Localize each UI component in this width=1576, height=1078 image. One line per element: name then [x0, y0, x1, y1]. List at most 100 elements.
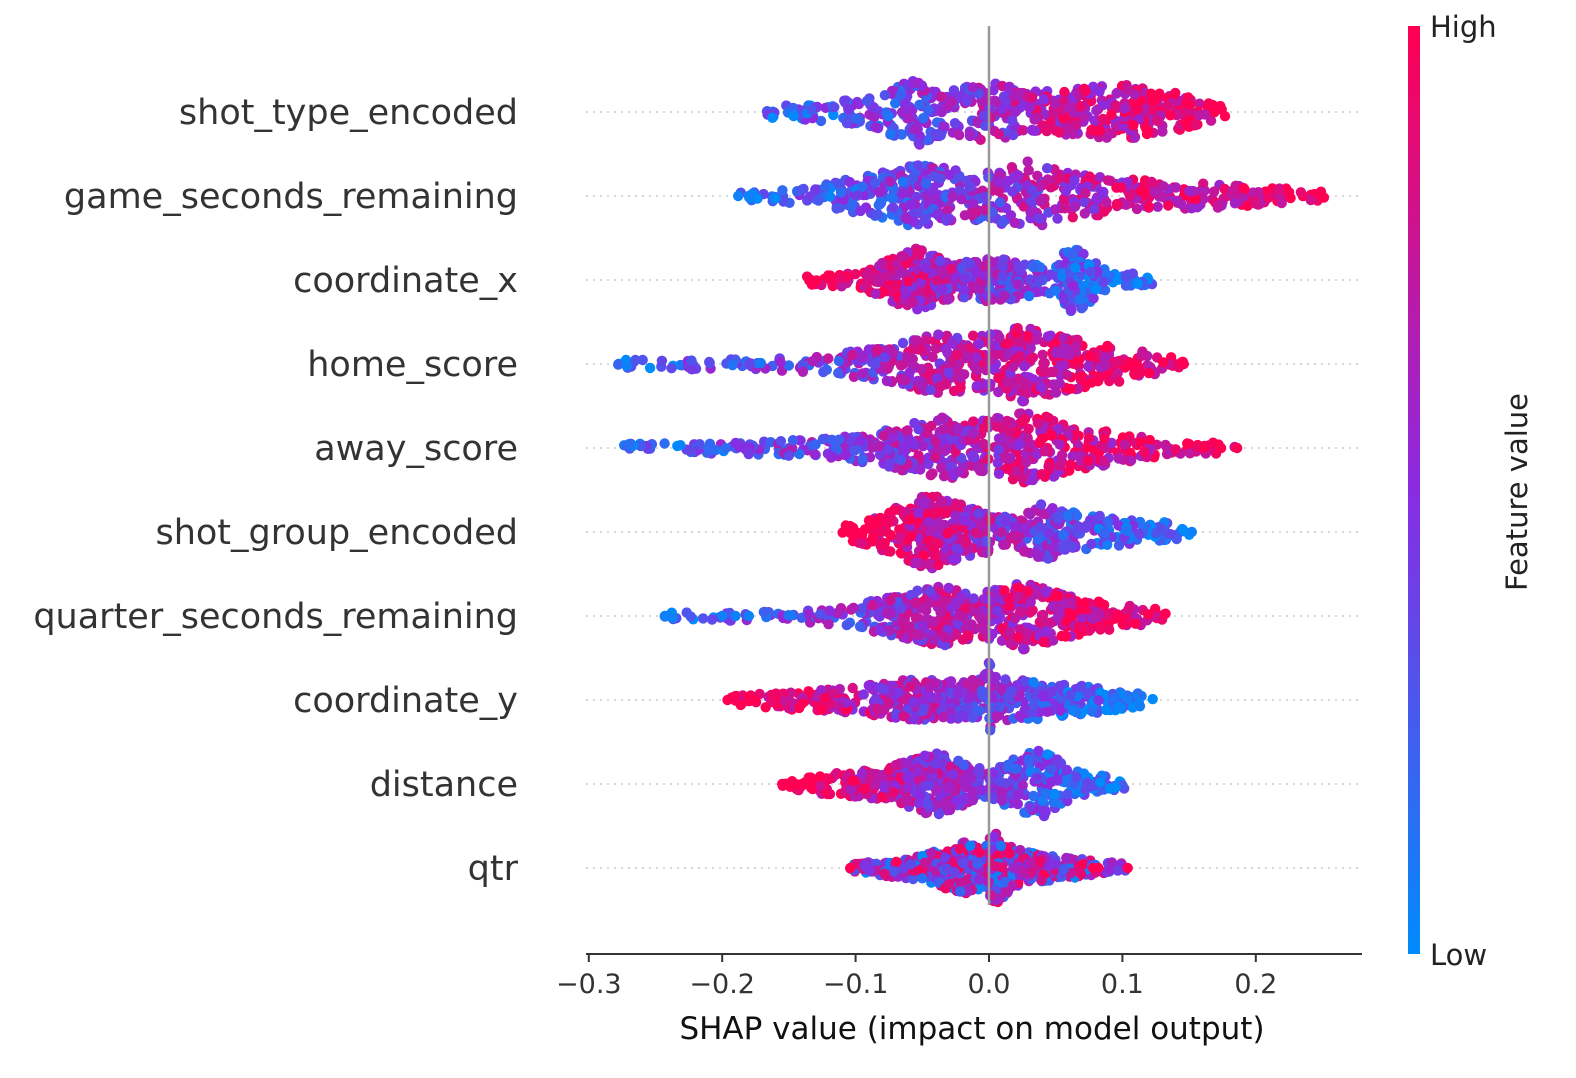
shap-point	[844, 176, 855, 188]
shap-point	[1119, 439, 1131, 450]
shap-point	[913, 557, 925, 568]
shap-point	[1208, 186, 1220, 197]
shap-point	[925, 470, 936, 481]
shap-outlier-point	[1198, 442, 1210, 454]
shap-point	[1158, 181, 1169, 192]
shap-point	[895, 454, 907, 466]
shap-point	[942, 528, 953, 539]
shap-point	[697, 613, 709, 624]
feature-row-shot_group_encoded	[837, 491, 1198, 574]
shap-point	[1007, 186, 1018, 197]
shap-point	[1023, 423, 1034, 434]
shap-point	[953, 466, 964, 477]
shap-point	[979, 110, 990, 121]
shap-outlier-point	[1231, 442, 1243, 454]
shap-point	[1219, 111, 1231, 122]
shap-point	[912, 160, 924, 171]
shap-point	[1122, 525, 1133, 536]
shap-point	[876, 539, 888, 550]
shap-point	[1038, 636, 1049, 647]
shap-point	[659, 438, 670, 449]
shap-point	[938, 121, 949, 132]
shap-point	[1134, 528, 1145, 539]
shap-point	[1066, 305, 1077, 316]
shap-point	[1075, 681, 1087, 692]
shap-point	[1110, 357, 1122, 368]
shap-point	[888, 505, 900, 516]
shap-point	[1000, 516, 1011, 527]
shap-outlier-point	[743, 610, 755, 622]
feature-row-coordinate_x	[801, 243, 1158, 317]
shap-point	[848, 602, 859, 613]
shap-point	[1010, 106, 1022, 117]
shap-point	[1242, 200, 1253, 211]
shap-point	[938, 712, 949, 723]
shap-point	[797, 366, 809, 377]
shap-point	[1074, 101, 1086, 112]
shap-point	[857, 538, 868, 549]
shap-point	[779, 695, 790, 706]
shap-point	[865, 516, 876, 528]
shap-point	[917, 498, 929, 509]
shap-point	[1067, 128, 1079, 140]
shap-point	[1060, 186, 1072, 197]
shap-point	[994, 197, 1006, 208]
shap-point	[1035, 196, 1046, 207]
shap-point	[1057, 543, 1068, 554]
shap-point	[1097, 113, 1109, 125]
shap-point	[879, 90, 891, 101]
shap-point	[1006, 162, 1018, 173]
shap-point	[1152, 201, 1163, 212]
shap-point	[1002, 692, 1013, 703]
shap-point	[1075, 370, 1086, 382]
shap-point	[977, 690, 988, 701]
shap-point	[704, 356, 715, 368]
shap-point	[1041, 163, 1053, 174]
shap-point	[846, 435, 857, 446]
shap-point	[898, 711, 909, 722]
shap-point	[950, 510, 961, 522]
shap-point	[1036, 610, 1048, 621]
shap-point	[1078, 111, 1090, 122]
shap-point	[1250, 198, 1261, 209]
shap-point	[1002, 349, 1013, 361]
shap-point	[935, 381, 947, 392]
shap-point	[874, 624, 886, 636]
shap-point	[841, 118, 853, 129]
feature-label: qtr	[468, 849, 519, 889]
shap-point	[1080, 85, 1091, 97]
shap-point	[974, 705, 985, 716]
shap-point	[1143, 201, 1154, 212]
shap-point	[1022, 156, 1033, 167]
shap-point	[1073, 521, 1084, 532]
shap-point	[1030, 548, 1042, 559]
shap-point	[937, 283, 948, 295]
shap-point	[1151, 115, 1163, 127]
shap-point	[694, 439, 705, 450]
shap-point	[1305, 194, 1317, 206]
shap-point	[1019, 361, 1030, 372]
shap-point	[1132, 103, 1143, 115]
shap-point	[932, 208, 943, 219]
shap-point	[1262, 192, 1274, 204]
shap-point	[885, 546, 896, 557]
shap-point	[1063, 102, 1074, 114]
shap-point	[1003, 175, 1014, 186]
shap-point	[621, 361, 633, 372]
shap-point	[1035, 521, 1046, 533]
shap-point	[861, 278, 872, 290]
shap-point	[903, 434, 915, 446]
shap-point	[909, 714, 920, 725]
shap-point	[907, 104, 918, 116]
shap-point	[999, 585, 1010, 596]
shap-point	[905, 681, 916, 692]
shap-point	[1008, 129, 1019, 141]
shap-point	[1050, 285, 1061, 296]
shap-point	[1099, 527, 1111, 538]
shap-point	[1070, 262, 1081, 273]
shap-point	[947, 191, 958, 202]
shap-point	[1163, 200, 1174, 211]
shap-point	[883, 110, 894, 122]
shap-point	[852, 113, 864, 124]
shap-point	[1029, 125, 1041, 136]
